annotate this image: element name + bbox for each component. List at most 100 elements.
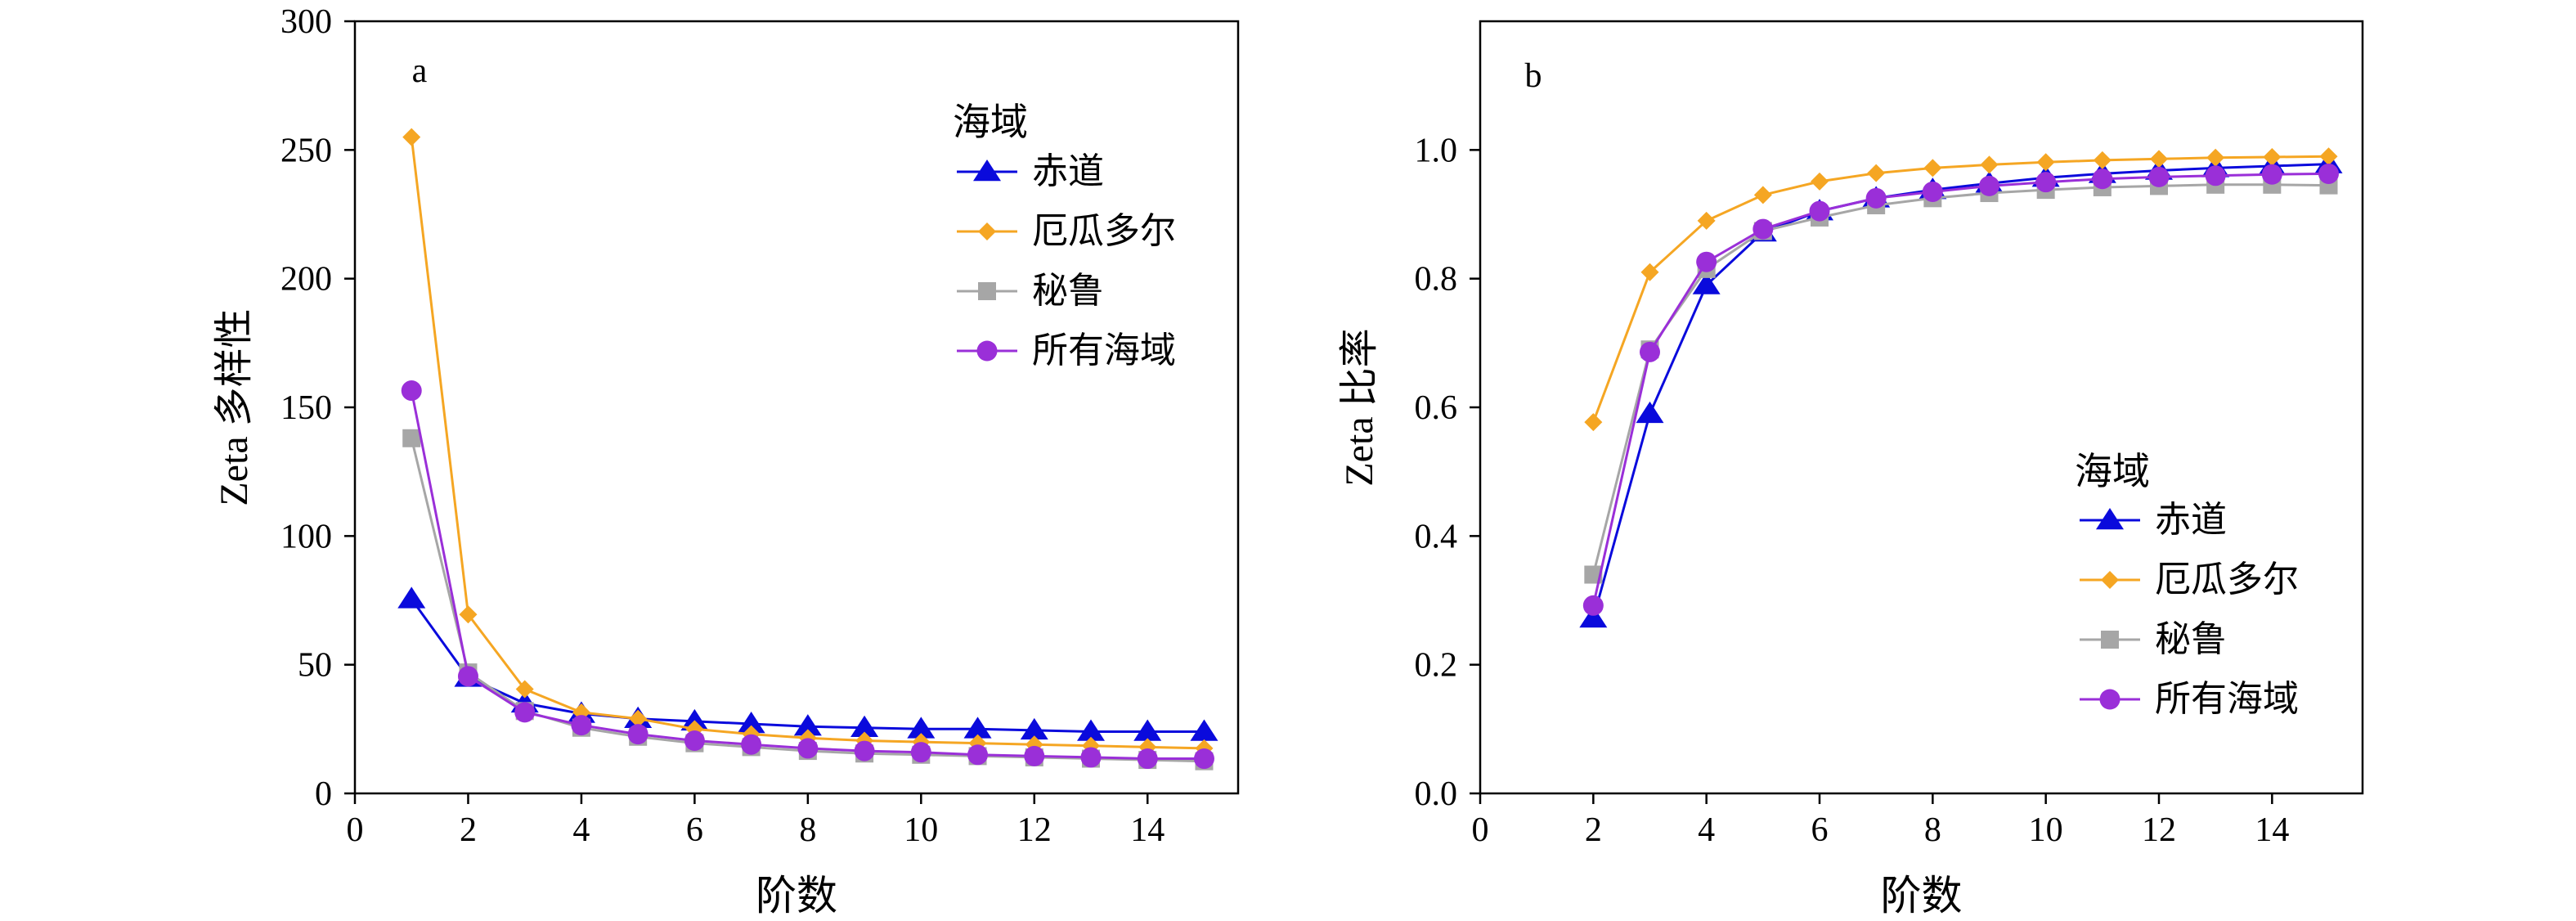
panel-a-point-triangle [1077, 719, 1105, 741]
panel-b-point-circle [1922, 181, 1943, 202]
panel-a-legend-marker-diamond [978, 222, 996, 240]
panel-a-point-circle [741, 734, 762, 755]
panel-a-x-tick-label: 8 [799, 811, 816, 849]
panel-a-point-diamond [402, 128, 421, 146]
panel-b-y-tick-label: 0.8 [1415, 261, 1458, 299]
panel-b-point-circle [2035, 172, 2057, 193]
panel-b-point-circle [1640, 341, 1660, 362]
panel-b-legend-label: 秘鲁 [2155, 619, 2227, 659]
panel-b-y-tick-label: 0.6 [1415, 389, 1458, 427]
panel-b-legend-marker-triangle [2096, 508, 2124, 530]
panel-b-point-circle [2261, 164, 2282, 185]
panel-b-point-diamond [1867, 164, 1886, 182]
panel-a-x-tick-label: 12 [1017, 811, 1052, 849]
panel-a-point-circle [457, 666, 478, 687]
panel-b-y-axis-label: Zeta 比率 [1338, 328, 1381, 486]
panel-b-y-tick-label: 0.0 [1415, 775, 1458, 813]
panel-b-x-tick-label: 10 [2029, 811, 2063, 849]
panel-a-point-circle [401, 380, 422, 402]
panel-b-x-tick-label: 14 [2255, 811, 2289, 849]
panel-a-legend-marker-triangle [973, 159, 1001, 182]
panel-a-y-tick-label: 250 [280, 132, 332, 169]
panel-a-y-axis-label: Zeta 多样性 [213, 308, 256, 505]
panel-a-legend-label: 赤道 [1032, 151, 1104, 191]
panel-a-panel-label: a [412, 52, 428, 90]
panel-b-point-triangle [1579, 606, 1608, 628]
panel-a-legend-marker-square [978, 282, 996, 300]
panel-a-point-circle [1080, 747, 1102, 768]
panel-b-series-line-diamond [1591, 155, 2329, 423]
panel-a-point-triangle [680, 708, 709, 731]
panel-a-point-triangle [850, 715, 879, 738]
panel-a-point-circle [1024, 745, 1045, 766]
panel-a-point-circle [1193, 748, 1214, 770]
panel-a-legend-label: 所有海域 [1032, 330, 1176, 371]
panel-a-x-tick-label: 4 [572, 811, 590, 849]
panel-b-point-triangle [1692, 272, 1721, 294]
panel-a-x-tick-label: 0 [347, 811, 364, 849]
panel-a-point-diamond [459, 605, 478, 624]
panel-a-point-circle [627, 724, 648, 745]
panel-a-x-tick-label: 2 [460, 811, 477, 849]
panel-a-point-circle [797, 738, 819, 759]
panel-b-point-diamond [1584, 413, 1603, 432]
panel-b-point-square [1584, 565, 1603, 584]
panel-b-x-tick-label: 12 [2142, 811, 2176, 849]
panel-b-legend-marker-circle [2099, 689, 2120, 710]
panel-a-point-circle [684, 730, 705, 751]
panel-b-point-circle [1582, 595, 1604, 616]
panel-b-legend-marker-square [2101, 631, 2119, 649]
panel-b-y-tick-label: 0.2 [1415, 647, 1458, 685]
panel-a-point-triangle [793, 714, 822, 736]
panel-b-point-circle [1979, 175, 1999, 196]
panel-a-y-tick-label: 100 [280, 518, 332, 555]
panel-a-y-tick-label: 0 [315, 775, 332, 813]
panel-b-x-tick-label: 0 [1472, 811, 1489, 849]
panel-b-point-diamond [2036, 153, 2055, 172]
panel-b-x-tick-label: 2 [1585, 811, 1602, 849]
panel-b-point-diamond [2206, 148, 2225, 167]
panel-a-x-tick-label: 6 [686, 811, 703, 849]
panel-a-point-triangle [1020, 717, 1048, 740]
panel-a-legend-label: 厄瓜多尔 [1032, 211, 1176, 251]
panel-a-point-triangle [1190, 719, 1218, 741]
panel-b-point-circle [2205, 165, 2226, 186]
panel-b-panel-label: b [1525, 57, 1542, 95]
panel-b-series-line-triangle [1591, 163, 2329, 619]
panel-a-point-triangle [737, 712, 765, 734]
panel-b-point-diamond [1753, 186, 1772, 204]
panel-b-point-circle [2092, 168, 2113, 190]
panel-a-y-tick-label: 300 [280, 3, 332, 41]
panel-a-legend-title: 海域 [953, 101, 1028, 143]
panel-a-point-circle [910, 742, 931, 763]
panel-a-y-tick-label: 150 [280, 389, 332, 427]
panel-a-point-circle [514, 702, 536, 723]
panel-b-legend-label: 厄瓜多尔 [2155, 559, 2299, 600]
panel-b-point-diamond [2319, 147, 2338, 166]
panel-b-x-axis-label: 阶数 [1881, 873, 1963, 917]
panel-a-x-tick-label: 14 [1130, 811, 1165, 849]
panel-b-point-circle [2148, 166, 2170, 187]
panel-b-point-diamond [2263, 147, 2282, 166]
panel-b-point-diamond [1923, 159, 1942, 177]
panel-b-point-diamond [1697, 211, 1716, 230]
panel-a-plot-frame [353, 20, 1240, 795]
panel-a-point-circle [571, 715, 592, 736]
panel-b-x-tick-label: 6 [1811, 811, 1829, 849]
panel-b-legend-label: 赤道 [2155, 500, 2227, 540]
panel-b-point-circle [1809, 200, 1830, 222]
panel-b-legend-title: 海域 [2075, 451, 2150, 492]
panel-a-point-circle [967, 744, 989, 766]
panel-b-y-tick-label: 0.4 [1415, 518, 1458, 555]
panel-b-plot-frame [1479, 20, 2364, 795]
panel-a-point-triangle [907, 717, 936, 739]
panel-b-point-diamond [2093, 151, 2112, 169]
panel-b-x-tick-label: 8 [1924, 811, 1941, 849]
panel-b-legend-label: 所有海域 [2155, 679, 2299, 719]
panel-b-point-diamond [1980, 155, 1999, 174]
panel-b-point-circle [1696, 251, 1717, 272]
panel-b-series-line-circle [1591, 172, 2329, 606]
panel-a-x-axis-label: 阶数 [756, 873, 837, 917]
